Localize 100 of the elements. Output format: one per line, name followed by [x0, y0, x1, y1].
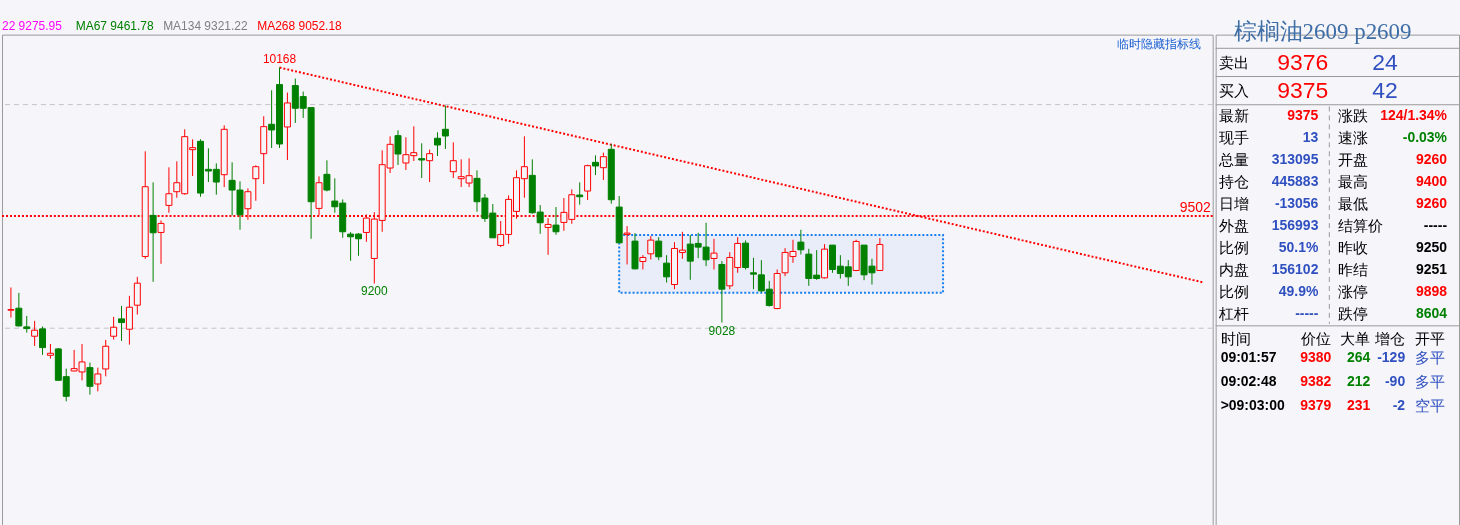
- candlestick: [592, 154, 599, 176]
- text: 09:02:48: [1220, 372, 1277, 389]
- candlestick: [663, 254, 671, 284]
- text: -90: [1384, 372, 1406, 389]
- text: 多平: [1415, 348, 1446, 366]
- text: 9376: [1277, 48, 1329, 75]
- text: 价位: [1300, 329, 1332, 347]
- text: 多平: [1415, 372, 1446, 390]
- candlestick: [133, 276, 141, 316]
- text: 212: [1346, 372, 1371, 389]
- text: 22 9275.95: [1, 18, 63, 33]
- candlestick: [86, 362, 94, 396]
- candlestick: [165, 166, 173, 214]
- text: 49.9%: [1278, 282, 1319, 299]
- candlestick: [7, 287, 15, 319]
- text: -2: [1392, 396, 1406, 413]
- text: 棕榈油2609 p2609: [1233, 18, 1412, 44]
- text: 杠杆: [1217, 304, 1249, 322]
- text: 231: [1346, 396, 1371, 413]
- candlestick: [118, 305, 126, 342]
- text: 昨结: [1338, 260, 1369, 278]
- candlestick: [102, 339, 110, 377]
- text: 速涨: [1338, 129, 1369, 147]
- text: 最新: [1218, 107, 1249, 125]
- text: 开盘: [1338, 151, 1369, 169]
- text: 8604: [1415, 304, 1448, 321]
- text: 9400: [1415, 173, 1448, 190]
- text: -13056: [1274, 195, 1319, 212]
- text: 外盘: [1218, 217, 1249, 235]
- text: 结算价: [1338, 217, 1384, 235]
- text: 跌停: [1338, 304, 1369, 322]
- candlestick: [110, 316, 118, 341]
- text: 比例: [1218, 239, 1249, 257]
- candlestick: [418, 142, 426, 179]
- text: 现手: [1218, 129, 1249, 147]
- text: -0.03%: [1402, 129, 1448, 146]
- text: 临时隐藏指标线: [1116, 36, 1201, 51]
- text: 9251: [1415, 260, 1448, 277]
- text: 9260: [1415, 151, 1448, 168]
- annotation: 9502: [1179, 199, 1211, 216]
- text: 156102: [1271, 260, 1319, 277]
- text: 9898: [1415, 282, 1448, 299]
- text: 313095: [1271, 151, 1319, 168]
- text: MA134 9321.22: [163, 18, 248, 33]
- text: 24: [1372, 48, 1398, 75]
- candlestick: [797, 229, 805, 255]
- text: 156993: [1271, 217, 1319, 234]
- candlestick: [31, 320, 39, 347]
- text: 09:01:57: [1220, 348, 1277, 365]
- text: 9250: [1415, 239, 1448, 256]
- candlestick: [94, 367, 102, 392]
- candlestick: [655, 236, 663, 261]
- text: 持仓: [1218, 173, 1249, 191]
- text: 开平: [1415, 329, 1446, 347]
- candlestick: [710, 238, 718, 270]
- text: 42: [1372, 77, 1398, 104]
- candlestick: [157, 219, 165, 265]
- annotation: 10168: [262, 51, 297, 66]
- candlestick: [323, 159, 331, 192]
- text: 空平: [1415, 396, 1446, 414]
- text: 内盘: [1218, 260, 1249, 278]
- text: 445883: [1271, 173, 1319, 190]
- candlestick: [639, 254, 647, 270]
- text: 买入: [1218, 82, 1249, 100]
- text: 卖出: [1218, 53, 1249, 71]
- text: 日增: [1218, 195, 1249, 213]
- text: 124/1.34%: [1380, 107, 1448, 124]
- text: 昨收: [1338, 239, 1369, 257]
- text: -----: [1295, 304, 1319, 321]
- candlestick: [576, 181, 584, 206]
- candlestick: [449, 141, 457, 179]
- text: 9260: [1415, 195, 1448, 212]
- text: 时间: [1220, 329, 1251, 347]
- text: 大单: [1340, 329, 1371, 347]
- text: 涨跌: [1338, 107, 1369, 125]
- text: 9379: [1300, 396, 1332, 413]
- text: MA268 9052.18: [257, 18, 343, 33]
- text: 9380: [1300, 348, 1332, 365]
- text: >09:03:00: [1220, 396, 1285, 413]
- candlestick: [149, 181, 157, 283]
- text: 9375: [1287, 107, 1319, 124]
- text: 比例: [1218, 282, 1249, 300]
- text: 13: [1302, 129, 1319, 146]
- candlestick: [125, 295, 133, 346]
- text: 264: [1346, 348, 1371, 365]
- candlestick: [434, 131, 441, 157]
- candlestick: [599, 152, 607, 181]
- text: 最高: [1338, 173, 1369, 191]
- text: 50.1%: [1278, 239, 1319, 256]
- candlestick: [647, 235, 655, 260]
- text: MA67 9461.78: [75, 18, 154, 33]
- annotation: 9028: [708, 323, 736, 338]
- text: -129: [1377, 348, 1406, 365]
- candlestick: [426, 149, 434, 183]
- text: 最低: [1338, 195, 1369, 213]
- text: 增仓: [1374, 329, 1406, 347]
- text: 9375: [1277, 77, 1329, 104]
- candlestick: [441, 105, 449, 150]
- text: 涨停: [1338, 282, 1369, 300]
- candlestick: [552, 206, 560, 236]
